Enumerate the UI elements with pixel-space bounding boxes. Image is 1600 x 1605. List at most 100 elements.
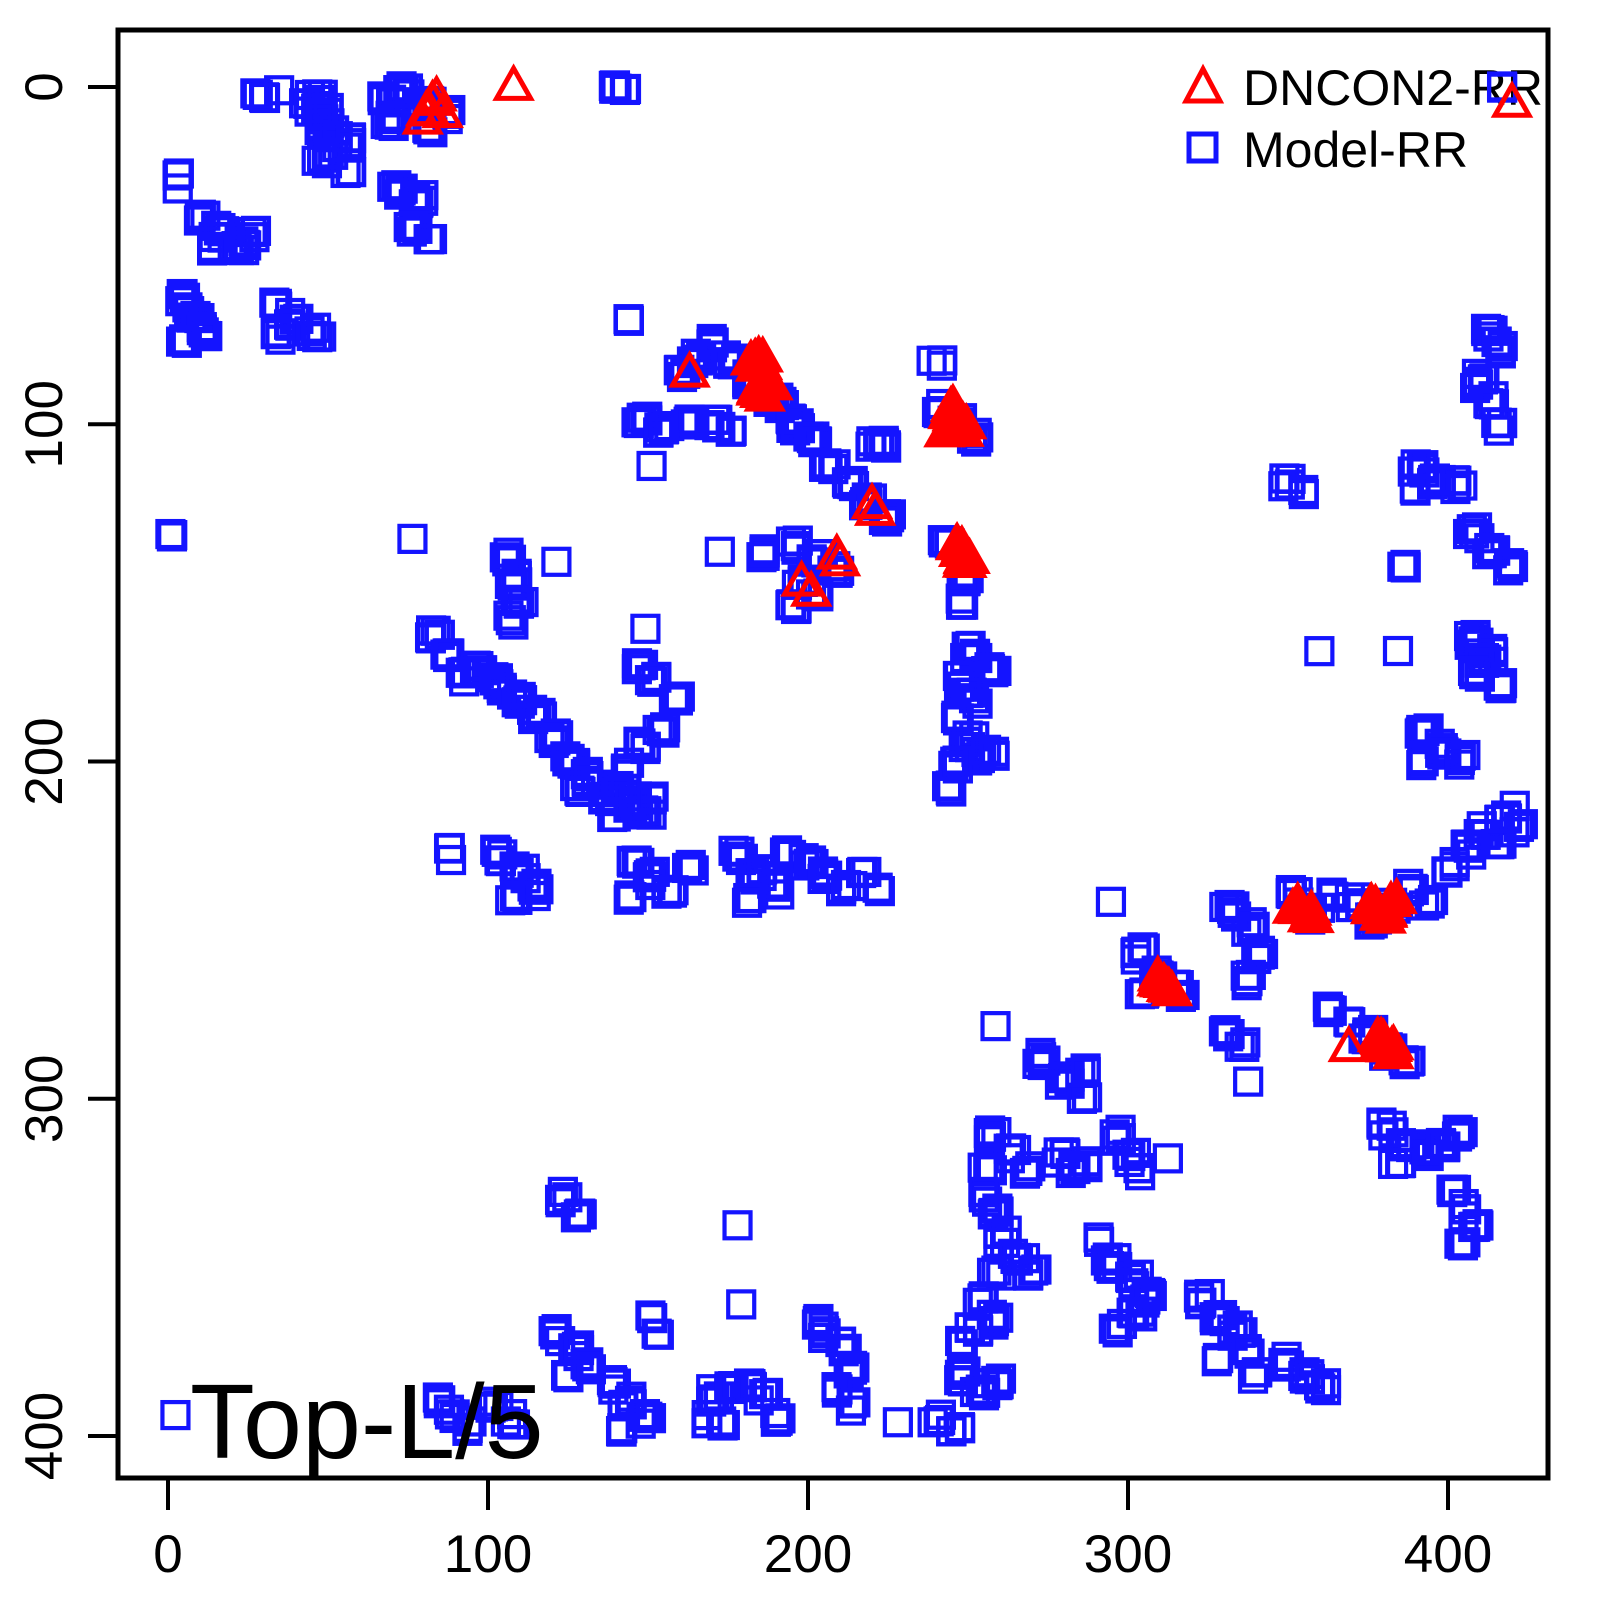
model-rr-point (424, 619, 455, 650)
model-rr-point (636, 450, 667, 482)
model-rr-point (1271, 1341, 1302, 1372)
model-rr-point (985, 1363, 1017, 1394)
model-rr-point (236, 216, 267, 248)
model-rr-point (541, 546, 572, 577)
model-rr-point (1055, 1157, 1086, 1189)
model-rr-point (1485, 338, 1516, 369)
model-rr-point (1294, 1364, 1326, 1395)
dncon2-rr-point (1490, 80, 1534, 118)
dncon2-rr-point (401, 97, 444, 135)
model-rr-point (563, 1199, 594, 1230)
model-rr-point (825, 876, 857, 907)
model-rr-point (498, 609, 529, 640)
model-rr-point (1152, 1143, 1183, 1174)
model-rr-point (1224, 1031, 1255, 1062)
model-rr-point (793, 421, 824, 452)
model-rr-point (1237, 1363, 1269, 1394)
model-rr-point (980, 1011, 1011, 1042)
model-rr-point (1387, 551, 1418, 582)
dncon2-rr-point (421, 90, 465, 129)
model-rr-point (493, 600, 524, 631)
model-rr-point (375, 100, 406, 131)
model-rr-point (1227, 1317, 1258, 1348)
y-tick-label: 200 (15, 717, 74, 805)
model-rr-point (942, 745, 973, 776)
model-rr-point (974, 652, 1005, 683)
model-rr-point (749, 536, 780, 568)
model-rr-point (260, 319, 291, 350)
model-rr-point (414, 622, 446, 653)
model-rr-point (435, 844, 467, 876)
model-rr-point (1106, 1308, 1138, 1340)
dncon2-rr-point (926, 409, 970, 447)
model-rr-point (1444, 1228, 1475, 1259)
dncon2-rr-point (668, 349, 711, 388)
model-rr-point (981, 1365, 1012, 1397)
dncon2-rr-point (1372, 1022, 1415, 1061)
model-rr-point (239, 222, 270, 253)
model-rr-point (1102, 1317, 1133, 1348)
y-tick-label: 300 (15, 1055, 74, 1143)
model-rr-point (835, 1395, 867, 1426)
model-rr-point (564, 775, 595, 806)
model-rr-point (636, 782, 667, 813)
model-rr-point (1304, 636, 1335, 667)
model-rr-point (169, 324, 200, 355)
model-rr-point (765, 1403, 796, 1434)
model-rr-point (760, 1406, 791, 1437)
model-rr-point (1483, 415, 1514, 446)
model-rr-point (313, 138, 344, 169)
model-rr-point (495, 605, 526, 636)
model-rr-point (671, 852, 703, 884)
model-rr-point (726, 1289, 757, 1320)
dncon2-rr-point (789, 569, 833, 607)
model-rr-point (1503, 811, 1535, 842)
model-rr-point (1070, 1057, 1101, 1088)
model-rr-point (1095, 886, 1127, 917)
model-rr-point (613, 304, 644, 335)
model-rr-point (1060, 1153, 1091, 1185)
model-rr-point (616, 882, 647, 913)
model-rr-point (1231, 970, 1262, 1001)
model-rr-point (704, 536, 735, 567)
model-rr-point (1400, 475, 1431, 506)
model-rr-point (694, 410, 725, 441)
model-rr-point (1480, 828, 1511, 860)
model-rr-point (1432, 856, 1463, 888)
model-rr-point (1018, 1255, 1049, 1286)
model-rr-point (1123, 1152, 1154, 1184)
y-tick-label: 100 (15, 380, 74, 468)
model-rr-point (1456, 514, 1487, 545)
model-rr-point (710, 340, 741, 371)
model-rr-point (983, 1369, 1014, 1400)
model-rr-point (664, 681, 695, 712)
model-rr-point (553, 1362, 584, 1393)
model-rr-point (1485, 673, 1516, 704)
model-rr-point (490, 1406, 522, 1437)
model-rr-point (156, 521, 188, 552)
model-rr-point (981, 655, 1012, 686)
model-rr-point (160, 1399, 191, 1431)
dncon2-rr-point (941, 540, 985, 578)
x-tick-label: 0 (153, 1525, 182, 1584)
model-rr-point (495, 885, 526, 916)
model-rr-point (1407, 744, 1438, 775)
model-rr-point (1134, 1277, 1166, 1309)
model-rr-point (1497, 550, 1528, 581)
model-rr-point (678, 855, 709, 886)
markers-layer (155, 63, 1538, 1447)
model-rr-point (1439, 465, 1470, 496)
model-rr-point (1450, 739, 1481, 771)
legend-label-dncon2: DNCON2-RR (1243, 60, 1543, 116)
plot-annotation-top-l5: Top-L/5 (190, 1363, 544, 1481)
plot-border (115, 27, 1551, 1481)
model-rr-point (397, 523, 428, 554)
model-rr-point (1444, 744, 1475, 776)
model-rr-point (1233, 1066, 1264, 1097)
model-rr-point (962, 745, 993, 776)
dncon2-rr-point (1327, 1024, 1371, 1063)
model-rr-point (188, 317, 219, 348)
model-rr-point (302, 322, 333, 353)
model-rr-point (945, 1325, 976, 1357)
y-axis: 0 100 200 300 400 (15, 72, 118, 1480)
